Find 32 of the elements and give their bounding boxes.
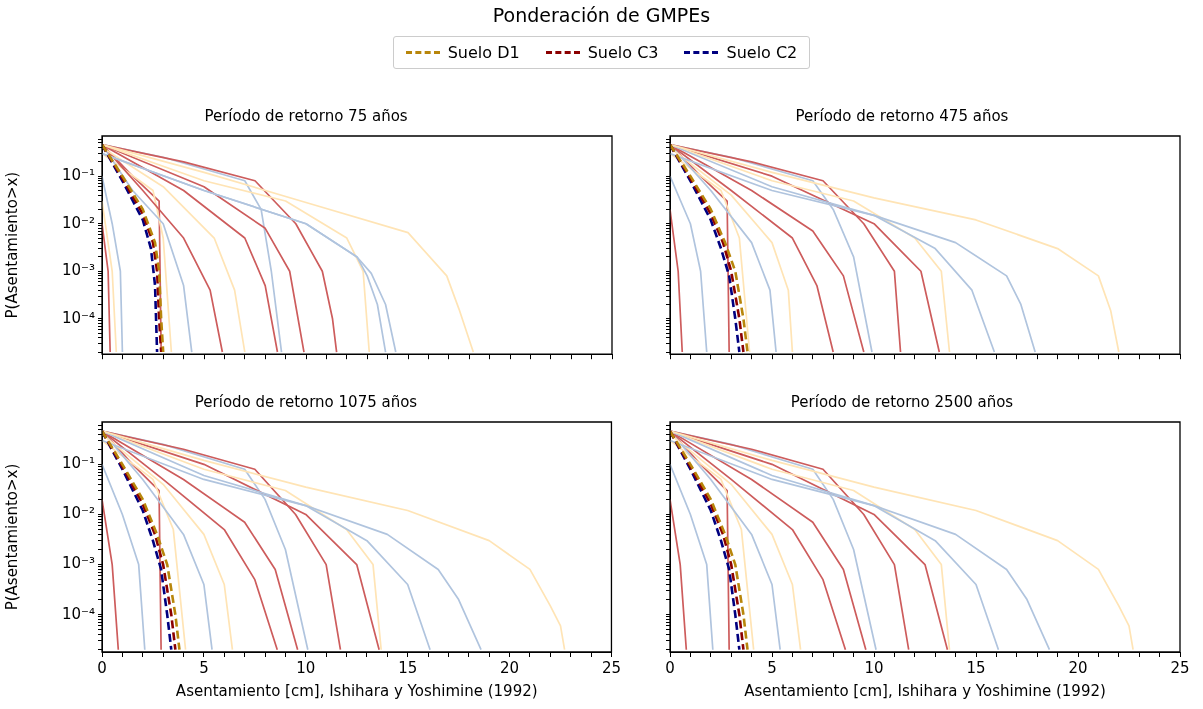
x-tick-label: 5 [767, 658, 777, 677]
x-tick-label: 20 [1068, 658, 1088, 677]
chart-title: Período de retorno 2500 años [790, 392, 1014, 411]
x-tick-label: 25 [601, 658, 621, 677]
y-tick-label: 10⁻⁴ [61, 308, 95, 327]
x-axis-title: Asentamiento [cm], Ishihara y Yoshimine (1992) [744, 681, 1106, 700]
chart-title: Período de retorno 75 años [204, 106, 408, 125]
x-tick-label: 20 [500, 658, 520, 677]
y-tick-label: 10⁻² [61, 504, 95, 523]
x-tick-label: 0 [97, 658, 107, 677]
y-tick-label: 10⁻³ [61, 554, 95, 573]
x-tick-label: 5 [199, 658, 209, 677]
y-tick-label: 10⁻¹ [61, 454, 95, 473]
y-tick-label: 10⁻⁴ [61, 604, 95, 623]
x-tick-label: 10 [296, 658, 316, 677]
x-tick-label: 25 [1170, 658, 1190, 677]
y-tick-label: 10⁻¹ [61, 166, 95, 185]
legend-label: Suelo D1 [447, 43, 520, 62]
x-tick-label: 15 [966, 658, 986, 677]
y-tick-label: 10⁻² [61, 213, 95, 232]
y-axis-title: P(Asentamiento>x) [2, 463, 21, 611]
y-tick-label: 10⁻³ [61, 261, 95, 280]
chart-title: Período de retorno 1075 años [194, 392, 418, 411]
x-tick-label: 10 [864, 658, 884, 677]
legend-label: Suelo C2 [726, 43, 798, 62]
text: Ponderación de GMPEs [491, 4, 712, 26]
legend-label: Suelo C3 [587, 43, 659, 62]
y-axis-title: P(Asentamiento>x) [2, 171, 21, 319]
x-tick-label: 15 [398, 658, 418, 677]
x-axis-title: Asentamiento [cm], Ishihara y Yoshimine (1992) [175, 681, 538, 700]
x-tick-label: 0 [665, 658, 675, 677]
chart-title: Período de retorno 475 años [795, 106, 1009, 125]
